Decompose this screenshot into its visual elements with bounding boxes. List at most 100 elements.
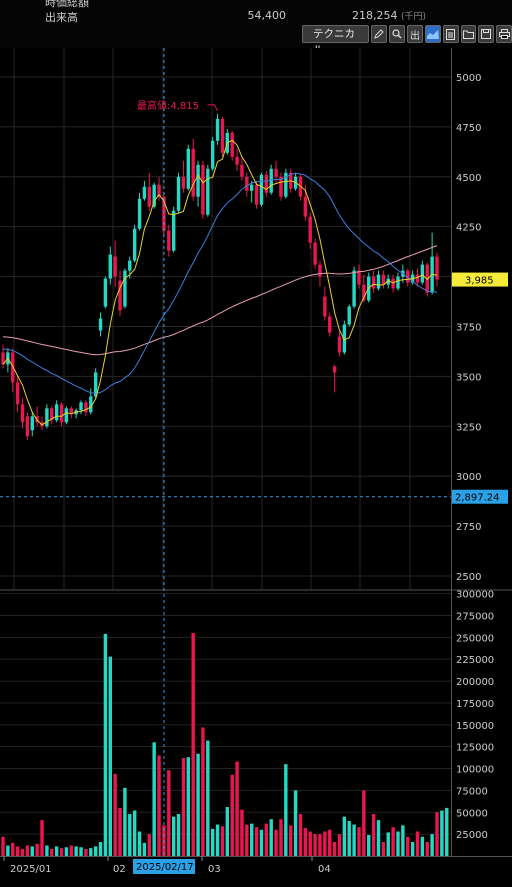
date-tick-label: 03 — [208, 864, 221, 875]
volume-bar — [440, 810, 444, 856]
volume-bar — [362, 790, 366, 856]
volume-bar — [308, 831, 312, 856]
stock-chart[interactable]: 2500 2750 3000 3250 3500 3750 4250 4500 4750 5000… — [0, 48, 512, 877]
crosshair-date-tag — [133, 859, 195, 874]
candle-body — [118, 280, 122, 311]
volume-tick-label: 25000 — [456, 830, 488, 841]
candle-body — [303, 196, 308, 217]
volume-bar — [89, 848, 93, 856]
pencil-icon[interactable] — [371, 25, 388, 43]
volume-bar — [157, 755, 161, 856]
navigator-strip[interactable] — [0, 877, 512, 887]
volume-grid — [0, 593, 451, 835]
volume-bar — [84, 849, 88, 856]
volume-bar — [6, 845, 10, 856]
candle-body — [142, 186, 147, 199]
print-icon[interactable] — [496, 25, 512, 43]
chart-type-icon[interactable] — [424, 25, 441, 43]
volume-bar — [167, 770, 171, 856]
candle-body — [318, 264, 322, 277]
save-icon[interactable] — [478, 25, 495, 43]
candle-body — [264, 174, 269, 193]
volume-bar — [137, 831, 142, 856]
volume-tick-label: 50000 — [456, 808, 488, 819]
market-cap-label: 時価総額 — [45, 0, 89, 9]
volume-bar — [289, 825, 293, 856]
candle-body — [376, 274, 381, 289]
volume-bar — [410, 842, 415, 856]
candle-body — [128, 260, 132, 271]
date-tick-label: 02 — [113, 864, 126, 875]
candle-body — [69, 408, 73, 415]
volume-row: 出来高 54,400 218,254 (千円) — [0, 9, 512, 24]
volume-tick-label: 225000 — [456, 655, 494, 666]
candle-body — [157, 184, 161, 197]
ma25-line — [2, 172, 438, 395]
volume-tick-label: 275000 — [456, 611, 494, 622]
candle-body — [269, 168, 273, 193]
price-grid — [0, 48, 451, 589]
volume-bar — [181, 758, 186, 856]
volume-tick-label: 200000 — [456, 677, 494, 688]
candle-body — [347, 306, 351, 325]
volume-bar — [249, 823, 254, 856]
volume-bar — [430, 834, 434, 856]
volume-bar — [123, 787, 127, 856]
volume-bar — [357, 827, 361, 856]
volume-bar — [128, 814, 132, 856]
volume-bar — [191, 632, 195, 856]
volume-bar — [293, 790, 298, 856]
quote-header: 時価総額 出来高 54,400 218,254 (千円) テクニカル 出 — [0, 0, 512, 56]
price-tick-label: 2500 — [456, 572, 481, 583]
candle-body — [20, 404, 25, 423]
volume-bar — [371, 814, 376, 856]
ma75-line — [2, 245, 438, 356]
volume-bar — [328, 829, 332, 856]
volume-bar — [435, 812, 439, 856]
candle-body — [352, 270, 356, 307]
volume-bar — [118, 807, 122, 856]
candle-body — [362, 284, 366, 301]
volume-bar — [74, 846, 78, 856]
volume-tick-label: 175000 — [456, 699, 494, 710]
price-tick-label: 3000 — [456, 472, 481, 483]
volume-bar — [342, 816, 347, 856]
candle-body — [98, 318, 103, 331]
volume-bar — [381, 842, 386, 856]
price-tick-label: 3500 — [456, 372, 481, 383]
price-tick-label: 2750 — [456, 522, 481, 533]
volume-bar — [30, 846, 34, 856]
volume-bar — [284, 764, 288, 856]
current-price-tag — [452, 272, 508, 287]
volume-amount-value: 218,254 (千円) — [352, 9, 427, 22]
document-icon[interactable] — [442, 25, 459, 43]
price-tick-label: 5000 — [456, 73, 481, 84]
chart-annotations: 2,897.24 2025/02/17 3,985 最高値:4,815 — [0, 48, 508, 874]
volume-bar — [98, 842, 103, 856]
candle-body — [186, 148, 191, 189]
folder-icon[interactable] — [460, 25, 477, 43]
crosshair-price-label: 2,897.24 — [455, 493, 500, 504]
volume-bar — [376, 820, 381, 856]
zoom-icon[interactable] — [389, 25, 406, 43]
volume-bar — [93, 846, 98, 856]
technical-button[interactable]: テクニカル — [302, 25, 370, 56]
volume-bar — [54, 846, 59, 856]
volume-bar — [20, 849, 25, 856]
volume-bar — [147, 834, 151, 856]
volume-tick-label: 150000 — [456, 721, 494, 732]
volume-bar — [230, 774, 234, 856]
volume-bar — [323, 831, 327, 856]
volume-label: 出来高 — [45, 11, 78, 24]
volume-icon[interactable]: 出 — [407, 25, 423, 43]
candle-body — [84, 402, 88, 413]
candle-body — [230, 132, 234, 157]
candle-body — [35, 416, 39, 423]
volume-bar — [259, 829, 264, 856]
candle-body — [137, 198, 142, 229]
candle-body — [342, 324, 347, 353]
ma5-line — [2, 139, 438, 426]
volume-bar — [298, 814, 303, 856]
candle-body — [396, 276, 400, 289]
volume-bar — [279, 819, 283, 856]
